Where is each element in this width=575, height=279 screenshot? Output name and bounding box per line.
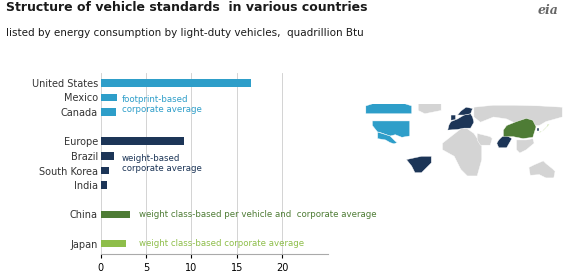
Text: weight class-based per vehicle and  corporate average: weight class-based per vehicle and corpo… (139, 210, 377, 219)
Polygon shape (516, 139, 534, 153)
Bar (101, 108, 116, 116)
Polygon shape (503, 118, 536, 139)
Polygon shape (378, 132, 397, 144)
Polygon shape (448, 114, 474, 130)
Bar (101, 211, 130, 218)
Polygon shape (443, 129, 482, 176)
Text: weight-based
corporate average: weight-based corporate average (121, 153, 201, 173)
Text: footprint-based
corporate average: footprint-based corporate average (121, 95, 201, 114)
Bar (101, 181, 107, 189)
Bar (101, 152, 114, 160)
Text: listed by energy consumption by light-duty vehicles,  quadrillion Btu: listed by energy consumption by light-du… (6, 28, 363, 38)
Polygon shape (477, 133, 492, 145)
Text: weight class-based corporate average: weight class-based corporate average (139, 239, 304, 248)
Text: Structure of vehicle standards  in various countries: Structure of vehicle standards in variou… (6, 1, 367, 15)
Polygon shape (539, 124, 549, 133)
Polygon shape (407, 156, 431, 173)
Bar (101, 79, 251, 86)
Polygon shape (451, 115, 455, 120)
Text: eia: eia (538, 4, 558, 17)
Bar (101, 93, 117, 101)
Bar (101, 240, 126, 247)
Polygon shape (366, 99, 412, 114)
Polygon shape (497, 135, 512, 148)
Bar (101, 167, 109, 174)
Polygon shape (474, 105, 562, 126)
Polygon shape (536, 128, 539, 131)
Bar (101, 138, 184, 145)
Polygon shape (458, 107, 473, 115)
Polygon shape (418, 103, 441, 114)
Polygon shape (529, 161, 555, 178)
Polygon shape (373, 121, 410, 137)
